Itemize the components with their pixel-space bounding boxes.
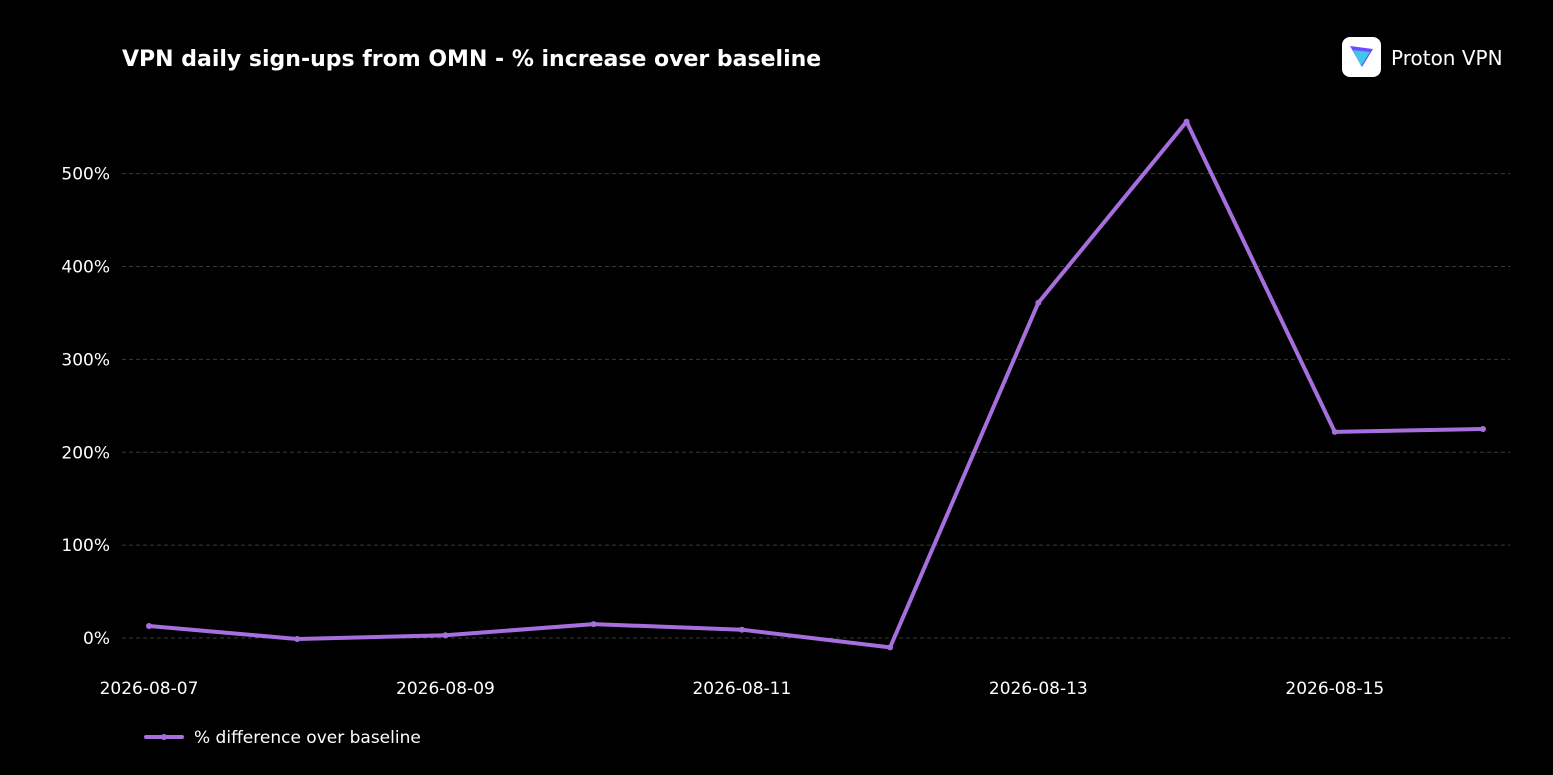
proton-vpn-logo: Proton VPN <box>1342 37 1503 77</box>
y-axis-ticks: 0% 100% 200% 300% 400% 500% <box>61 165 110 649</box>
data-point <box>887 644 894 651</box>
data-point <box>442 632 449 639</box>
data-point <box>590 621 597 628</box>
x-tick-label: 2026-08-13 <box>989 679 1088 699</box>
chart-title: VPN daily sign-ups from OMN - % increase… <box>122 47 821 72</box>
x-tick-label: 2026-08-09 <box>396 679 495 699</box>
gridlines <box>122 173 1510 639</box>
logo-text: Proton VPN <box>1391 46 1503 70</box>
data-point <box>1331 428 1338 435</box>
y-tick-label: 100% <box>61 536 110 556</box>
x-axis-ticks: 2026-08-07 2026-08-09 2026-08-11 2026-08-13… <box>100 679 1385 699</box>
y-tick-label: 0% <box>83 629 110 649</box>
legend-swatch-marker <box>161 734 167 740</box>
y-tick-label: 300% <box>61 350 110 370</box>
series-group <box>146 118 1486 651</box>
y-tick-label: 200% <box>61 443 110 463</box>
data-point <box>738 626 745 633</box>
data-point <box>1480 426 1486 433</box>
data-point <box>1183 118 1190 125</box>
data-point <box>1035 299 1042 306</box>
x-tick-label: 2026-08-07 <box>100 679 199 699</box>
x-tick-label: 2026-08-15 <box>1285 679 1384 699</box>
y-tick-label: 500% <box>61 165 110 185</box>
legend-label: % difference over baseline <box>194 728 421 748</box>
y-tick-label: 400% <box>61 257 110 277</box>
data-point <box>294 635 301 642</box>
proton-vpn-logo-triangle-front <box>1353 50 1370 66</box>
data-point <box>146 622 152 629</box>
series-line <box>147 119 1485 650</box>
legend: % difference over baseline <box>144 728 421 748</box>
x-tick-label: 2026-08-11 <box>692 679 791 699</box>
